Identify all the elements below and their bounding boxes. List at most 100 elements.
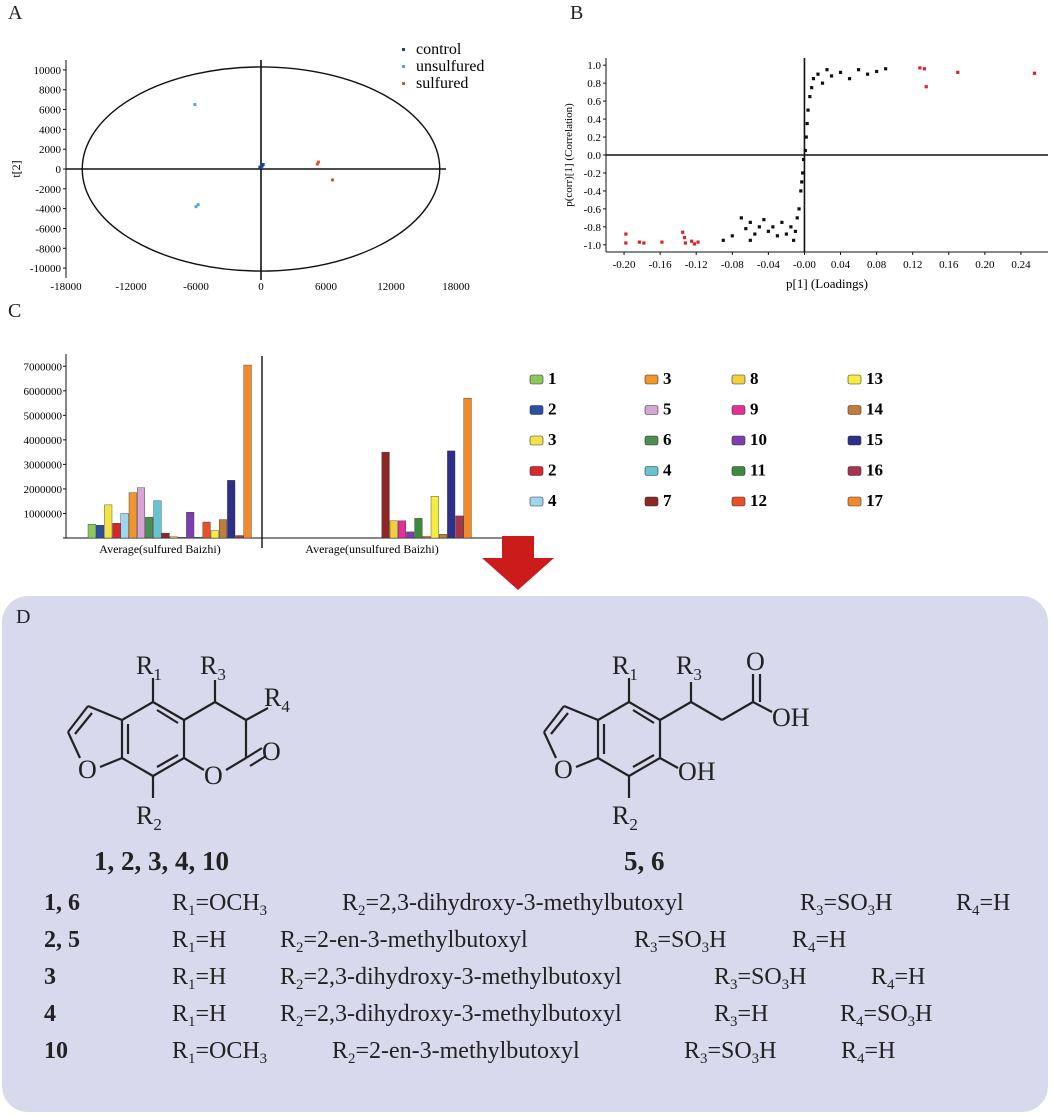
substituent-cell: R4=SO3H [840,1001,932,1031]
data-point [956,70,960,74]
substituent-text: 4 [972,903,980,920]
y-tick-label: -2000 [35,184,61,196]
substituent-text: R [172,890,189,916]
legend-marker [402,82,405,85]
y-tick-label: -4000 [35,204,61,216]
substituent-text: 3 [700,1051,708,1068]
svg-text:O: O [262,737,281,766]
data-point [637,240,641,244]
compound-id: 3 [44,964,56,990]
substituent-text: H [709,927,727,953]
substituent-text: R [280,1001,297,1027]
substituent-text: =H [195,964,227,990]
data-point [810,86,814,90]
substituent-text: =H [894,964,926,990]
bar [202,521,211,539]
substituent-cell: R4=H [841,1038,896,1067]
panel-d-structures: D [2,596,1048,1112]
data-point [825,68,829,72]
x-axis-label: p[1] (Loadings) [786,276,868,291]
bar [235,535,244,539]
data-point [800,180,804,184]
substituent-cell: R1=OCH3 [172,890,268,920]
y-tick-label: 1.0 [587,60,601,72]
data-point [838,70,843,74]
x-tick-label: -0.20 [613,259,636,271]
legend-label: 15 [866,430,883,449]
x-tick-label: 0.16 [939,259,959,271]
bar [243,364,252,539]
y-tick-label: 7000000 [24,361,63,373]
structure-coumarin: R1 R3 R4 R2 O O O [67,651,290,834]
data-point [803,148,807,153]
bar [414,518,423,539]
x-tick-label: 0.24 [1011,259,1031,271]
substituent-text: H [759,1038,777,1064]
data-point [789,225,793,229]
bar [406,531,415,539]
substituent-text: R [956,890,973,916]
bar [398,520,407,539]
substituent-cell: R3=SO3H [634,927,727,956]
data-point [806,108,810,112]
substituent-text: =2,3-dihydroxy-3-methylbutoxyl [365,890,684,916]
data-point [682,236,687,240]
substituent-text: =SO [737,964,782,990]
structure-acid: R1 R3 R2 O O OH OH [543,647,810,834]
substituent-text: 4 [856,1014,864,1031]
data-point [748,238,752,242]
substituent-cell: R4=H [871,964,926,994]
substituent-text: =H [864,1038,896,1064]
substituent-cell: R3=H [714,1001,769,1030]
legend-swatch [529,466,544,476]
bar [161,532,170,539]
structure1-caption: 1, 2, 3, 4, 10 [94,846,229,876]
substituent-text: 2 [296,1014,304,1031]
data-point [683,241,687,245]
legend-label: 9 [750,400,759,419]
data-point [624,241,628,245]
bar [381,451,390,539]
legend-marker [402,65,405,68]
legend-swatch [644,374,659,385]
substituent-text: 2 [296,940,304,957]
legend-swatch [529,374,544,385]
y-tick-label: 8000 [39,85,62,97]
y-tick-label: 0.8 [587,78,601,90]
chart-a-score-plot: -18000 -12000 -6000 0 6000 12000 18000 10000 800… [9,41,484,295]
y-tick-label: -1.0 [584,240,602,252]
data-point [681,230,685,234]
data-point [692,242,696,246]
legend-swatch [644,496,659,507]
panel-label-d: D [16,606,31,628]
svg-text:R2: R2 [612,801,638,834]
substituent-cell: R1=H [172,964,227,993]
data-point [799,189,803,193]
svg-text:O: O [204,761,223,790]
data-point [801,171,805,175]
substituent-text: =SO [823,890,868,916]
legend-swatch [529,405,544,415]
substituent-text: =H [737,1001,769,1027]
y-tick-label: -10000 [30,263,62,275]
data-point [804,135,808,139]
data-point [865,72,870,76]
legend-label: 5 [663,400,672,419]
substituent-text: =2,3-dihydroxy-3-methylbutoxyl [303,1001,622,1027]
legend-label: 12 [750,491,767,510]
substituent-text: =2-en-3-methylbutoxyl [303,927,528,953]
compound-id: 10 [44,1038,68,1064]
svg-text:R3: R3 [200,651,226,684]
substituent-text: =OCH [195,1038,260,1064]
substituent-text: R [280,964,297,990]
substituent-text: R [792,927,809,953]
substituent-text: 3 [259,903,268,920]
bar [447,450,456,539]
y-tick-label: 0.2 [587,132,601,144]
substituent-text: 4 [887,977,895,994]
bar [389,520,398,539]
data-point [811,77,816,81]
substituent-cell: R4=H [792,927,846,956]
substituent-text: =H [979,890,1011,916]
y-tick-label: 2000 [39,144,62,156]
